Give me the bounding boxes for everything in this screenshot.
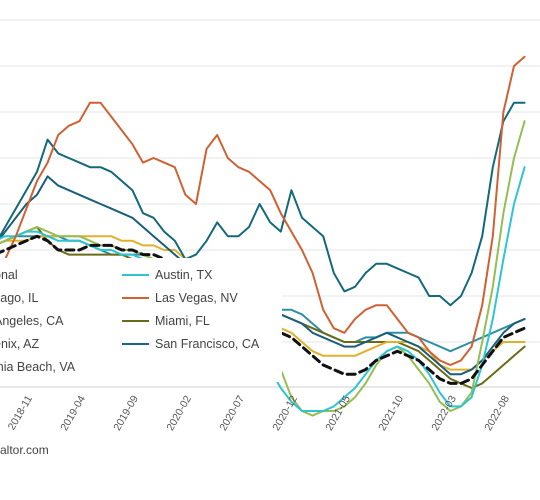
x-tick-label: 2020-07 — [217, 393, 247, 433]
series-line-8 — [0, 101, 526, 307]
legend-label: Austin, TX — [155, 268, 213, 282]
x-tick-label: 2019-09 — [111, 393, 141, 433]
x-axis: 2018-11 2019-04 2019-09 2020-02 2020-07 2020-… — [6, 393, 512, 433]
legend-label: Las Vegas, NV — [155, 291, 238, 305]
legend-label: San Francisco, CA — [155, 337, 260, 351]
legend-label: cago, IL — [0, 291, 39, 305]
legend-label: enix, AZ — [0, 337, 40, 351]
legend-label: Miami, FL — [155, 314, 210, 328]
x-tick-label: 2020-02 — [164, 393, 194, 433]
x-tick-label: 2019-04 — [58, 393, 88, 433]
series-line-6 — [0, 55, 526, 366]
x-tick-label: 2022-03 — [429, 393, 459, 433]
x-tick-label: 2018-11 — [6, 393, 35, 432]
legend-label: inia Beach, VA — [0, 360, 76, 374]
legend-label: onal — [0, 268, 18, 282]
legend: onal cago, IL Angeles, CA enix, AZ inia Bea… — [0, 268, 260, 374]
source-note: altor.com — [0, 443, 49, 457]
legend-label: Angeles, CA — [0, 314, 64, 328]
x-tick-label: 2020-12 — [270, 393, 300, 433]
series-line-0 — [0, 234, 527, 385]
x-tick-label: 2021-05 — [323, 393, 353, 433]
x-tick-label: 2021-10 — [376, 393, 406, 433]
x-tick-label: 2022-08 — [482, 393, 512, 433]
